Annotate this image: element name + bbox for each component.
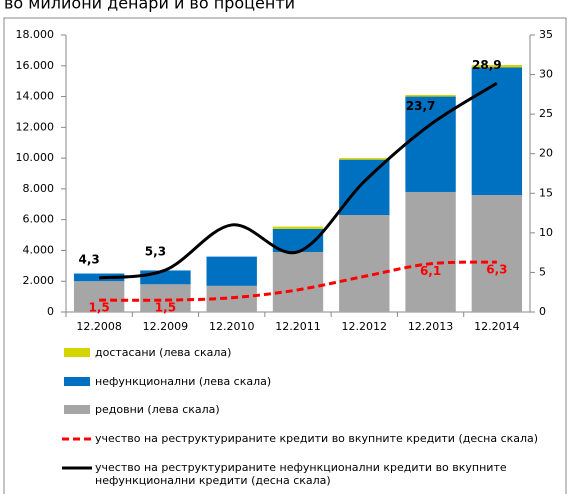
x-tick-label: 12.2010 xyxy=(209,320,255,333)
y2-tick-label: 20 xyxy=(539,147,553,160)
y2-tick-label: 15 xyxy=(539,186,553,199)
data-label: 6,1 xyxy=(420,264,441,278)
data-label: 4,3 xyxy=(79,252,100,266)
bar xyxy=(471,65,523,68)
y-tick-label: 14.000 xyxy=(16,90,55,103)
chart-title: во милиони денари и во проценти xyxy=(4,0,295,13)
legend-label: учество на реструктурираните нефункциона… xyxy=(95,461,507,487)
y2-tick-label: 25 xyxy=(539,107,553,120)
legend-rect xyxy=(64,377,90,386)
x-tick-label: 12.2012 xyxy=(342,320,388,333)
legend-item: нефункционални (лева скала) xyxy=(62,375,552,388)
y-tick-label: 2.000 xyxy=(23,274,55,287)
legend-label: нефункционални (лева скала) xyxy=(95,375,272,388)
legend-rect xyxy=(64,348,90,357)
y2-tick-label: 30 xyxy=(539,68,553,81)
legend-item: учество на реструктурираните кредити во … xyxy=(62,432,552,445)
legend-item: достасани (лева скала) xyxy=(62,346,552,359)
y-tick-label: 0 xyxy=(47,305,54,318)
bar xyxy=(339,215,390,312)
data-label: 23,7 xyxy=(406,99,436,113)
bar xyxy=(206,256,257,286)
data-label: 1,5 xyxy=(155,301,176,315)
x-tick-label: 12.2013 xyxy=(408,320,454,333)
legend-label: учество на реструктурираните кредити во … xyxy=(95,432,539,445)
bar xyxy=(339,159,390,216)
y-tick-label: 12.000 xyxy=(16,120,55,133)
bar xyxy=(140,270,191,285)
bar xyxy=(140,284,191,312)
y2-tick-label: 5 xyxy=(539,265,546,278)
legend-swatch xyxy=(64,405,90,414)
data-label: 28,9 xyxy=(472,58,502,72)
x-tick-label: 12.2014 xyxy=(474,320,520,333)
y-tick-label: 8.000 xyxy=(23,182,55,195)
y-tick-label: 6.000 xyxy=(23,213,55,226)
bar xyxy=(73,281,125,312)
legend-swatch xyxy=(64,348,90,357)
bar xyxy=(405,95,456,97)
data-label: 1,5 xyxy=(89,301,110,315)
data-label: 6,3 xyxy=(486,263,507,277)
y-tick-label: 4.000 xyxy=(23,243,55,256)
y2-tick-label: 0 xyxy=(539,305,546,318)
legend-item: учество на реструктурираните нефункциона… xyxy=(62,461,552,487)
bar xyxy=(272,251,324,312)
data-label: 5,3 xyxy=(145,245,166,259)
legend-item: редовни (лева скала) xyxy=(62,403,552,416)
line xyxy=(99,260,497,302)
bar xyxy=(339,158,390,160)
y-tick-label: 18.000 xyxy=(16,28,55,41)
legend-label: достасани (лева скала) xyxy=(95,346,232,359)
x-tick-label: 12.2011 xyxy=(275,320,321,333)
x-tick-label: 12.2009 xyxy=(143,320,189,333)
y-tick-label: 10.000 xyxy=(16,151,55,164)
legend-rect xyxy=(64,405,90,414)
bar xyxy=(405,191,456,312)
x-tick-label: 12.2008 xyxy=(76,320,122,333)
frame xyxy=(3,17,567,494)
y2-tick-label: 10 xyxy=(539,226,553,239)
legend-swatch xyxy=(62,437,92,441)
legend-label: редовни (лева скала) xyxy=(95,403,220,416)
y-tick-label: 16.000 xyxy=(16,59,55,72)
y2-tick-label: 35 xyxy=(539,28,553,41)
bar xyxy=(471,195,523,312)
legend-swatch xyxy=(62,466,92,470)
bar xyxy=(471,67,523,196)
legend-swatch xyxy=(64,377,90,386)
line xyxy=(98,82,498,280)
bar xyxy=(272,226,324,229)
